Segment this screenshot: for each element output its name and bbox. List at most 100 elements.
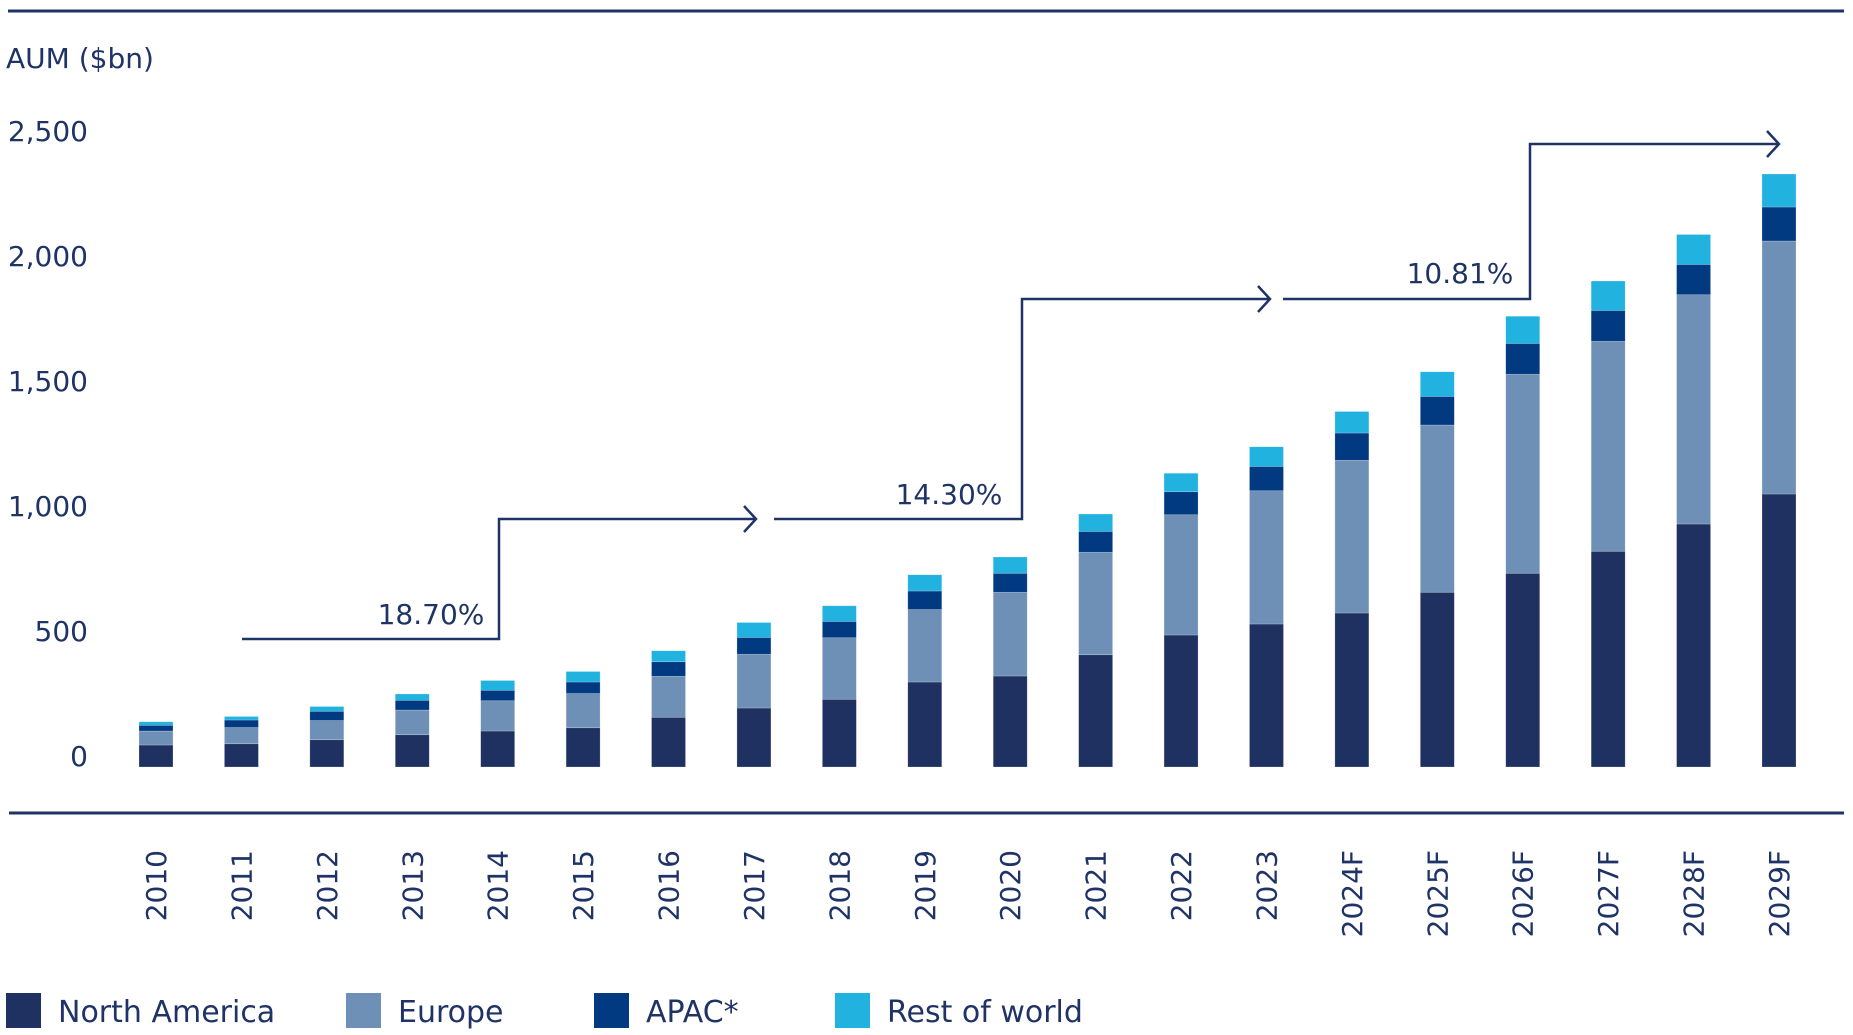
cagr-arrow-line	[242, 517, 756, 641]
bar-segment-rest-of-world-2015	[565, 671, 601, 683]
bar-segment-north-america-2016	[651, 716, 686, 768]
x-tick-label: 2015	[567, 850, 600, 921]
bar-segment-north-america-2028F	[1676, 523, 1711, 768]
bar-segment-europe-2010	[138, 730, 174, 746]
x-tick-label: 2016	[653, 850, 686, 921]
bar-segment-rest-of-world-2025F	[1420, 371, 1455, 397]
x-tick-label: 2017	[738, 850, 771, 921]
y-tick-label: 500	[35, 615, 88, 648]
bar-segment-apac-2023	[1249, 466, 1284, 492]
x-tick-label: 2012	[311, 850, 344, 921]
cagr-annotations: 18.70% 14.30% 10.81%	[242, 130, 1781, 641]
bar-segment-europe-2016	[651, 675, 686, 718]
bar-segment-rest-of-world-2021	[1078, 513, 1113, 532]
arrowhead-icon	[1257, 285, 1272, 313]
bar-segment-rest-of-world-2027F	[1590, 280, 1626, 311]
x-tick-label: 2025F	[1421, 850, 1454, 937]
bar-segment-rest-of-world-2014	[480, 680, 515, 691]
bar-segment-apac-2014	[480, 689, 515, 702]
bar-segment-rest-of-world-2022	[1163, 472, 1199, 493]
legend-swatch	[835, 993, 870, 1028]
bar-segment-europe-2022	[1163, 514, 1199, 636]
bar-segment-north-america-2020	[992, 675, 1028, 768]
x-tick-label: 2011	[225, 850, 258, 921]
bar-segment-apac-2027F	[1590, 310, 1626, 342]
bar-segment-apac-2010	[138, 724, 174, 732]
bar-segment-apac-2025F	[1420, 396, 1455, 426]
x-tick-label: 2013	[396, 850, 429, 921]
bar-segment-apac-2015	[565, 681, 601, 694]
y-tick-label: 1,500	[8, 365, 88, 398]
bar-segment-north-america-2026F	[1505, 572, 1541, 768]
bar-segment-europe-2026F	[1505, 373, 1541, 574]
bar-segment-north-america-2024F	[1334, 612, 1370, 768]
bar-segment-rest-of-world-2023	[1249, 446, 1284, 467]
x-tick-label: 2022	[1165, 850, 1198, 921]
x-tick-label: 2027F	[1592, 850, 1625, 937]
legend-swatch	[594, 993, 629, 1028]
x-tick-label: 2018	[823, 850, 856, 921]
x-tick-label: 2020	[994, 850, 1027, 921]
x-tick-label: 2021	[1080, 850, 1113, 921]
bar-segment-north-america-2025F	[1420, 591, 1455, 768]
bar-segment-north-america-2015	[565, 727, 601, 768]
bar-segment-rest-of-world-2028F	[1676, 234, 1711, 265]
legend-swatch	[346, 993, 381, 1028]
bar-segment-apac-2013	[394, 699, 430, 711]
bar-segment-north-america-2023	[1249, 623, 1284, 768]
bar-segment-north-america-2013	[394, 734, 430, 768]
bar-segment-north-america-2017	[736, 707, 772, 768]
x-tick-label: 2014	[482, 850, 515, 921]
y-axis-ticks: 0 500 1,000 1,500 2,000 2,500	[8, 115, 88, 773]
bar-segment-apac-2024F	[1334, 432, 1370, 461]
bar-segment-apac-2020	[992, 572, 1028, 593]
bar-segment-apac-2028F	[1676, 264, 1711, 296]
bar-segment-europe-2015	[565, 693, 601, 729]
bar-segment-rest-of-world-2024F	[1334, 411, 1370, 434]
bar-segment-north-america-2014	[480, 730, 515, 768]
bar-segment-europe-2024F	[1334, 459, 1370, 614]
y-tick-label: 1,000	[8, 490, 88, 523]
bar-segment-europe-2018	[822, 637, 857, 700]
bar-segment-rest-of-world-2018	[822, 605, 857, 622]
bar-segment-north-america-2018	[822, 698, 857, 768]
cagr-arrow-line	[1283, 142, 1779, 301]
cagr-label: 14.30%	[896, 478, 1003, 511]
bar-segment-apac-2017	[736, 637, 772, 655]
x-tick-label: 2028F	[1678, 850, 1711, 937]
bars	[138, 173, 1797, 768]
bar-segment-rest-of-world-2019	[907, 574, 943, 592]
x-axis-ticks: 2010 2011 2012 2013 2014 2015 2016 2017 2018 2019…	[140, 850, 1796, 937]
x-tick-label: 2024F	[1336, 850, 1369, 937]
bar-segment-apac-2016	[651, 661, 686, 677]
x-tick-label: 2029F	[1763, 850, 1796, 937]
bar-segment-rest-of-world-2011	[224, 716, 259, 721]
y-axis-title: AUM ($bn)	[6, 42, 154, 75]
bar-segment-europe-2020	[992, 591, 1028, 677]
bar-segment-apac-2019	[907, 590, 943, 610]
bar-segment-rest-of-world-2013	[394, 693, 430, 701]
bar-segment-europe-2021	[1078, 551, 1113, 656]
legend-swatch	[6, 993, 41, 1028]
bar-segment-apac-2021	[1078, 531, 1113, 553]
bar-segment-north-america-2021	[1078, 654, 1113, 768]
legend-label: North America	[58, 995, 275, 1030]
bar-segment-europe-2019	[907, 609, 943, 683]
bar-segment-rest-of-world-2026F	[1505, 315, 1541, 344]
bar-segment-apac-2018	[822, 621, 857, 639]
x-tick-label: 2010	[140, 850, 173, 921]
legend: North America Europe APAC* Rest of world	[6, 993, 1083, 1030]
bar-segment-apac-2029F	[1761, 206, 1797, 242]
bar-segment-rest-of-world-2016	[651, 650, 686, 663]
bar-segment-apac-2012	[309, 710, 345, 721]
y-tick-label: 2,000	[8, 240, 88, 273]
legend-label: Europe	[398, 995, 504, 1030]
bar-segment-rest-of-world-2012	[309, 706, 345, 712]
y-tick-label: 2,500	[8, 115, 88, 148]
bar-segment-apac-2026F	[1505, 343, 1541, 375]
bar-segment-north-america-2029F	[1761, 493, 1797, 768]
y-tick-label: 0	[70, 740, 88, 773]
bar-segment-europe-2023	[1249, 490, 1284, 625]
bar-segment-north-america-2022	[1163, 634, 1199, 768]
